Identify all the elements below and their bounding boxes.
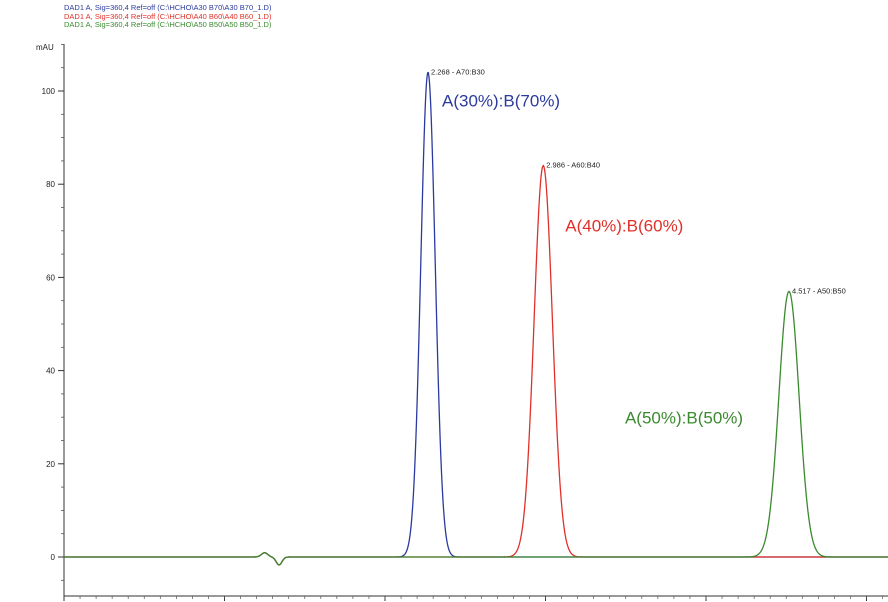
y-tick-label: 20 <box>46 460 55 469</box>
y-tick-label: 80 <box>46 180 55 189</box>
annotation-1: A(30%):B(70%) <box>442 91 560 110</box>
series-curves <box>64 71 888 566</box>
x-ticks: 012345 <box>63 596 883 601</box>
peak-label-1: 2.268 - A70:B30 <box>431 67 485 76</box>
peak-label-2: 2.986 - A60:B40 <box>546 161 600 170</box>
y-axis-unit-label: mAU <box>36 43 54 52</box>
legend: DAD1 A, Sig=360,4 Ref=off (C:\HCHO\A30 B… <box>64 3 272 30</box>
y-tick-label: 0 <box>51 553 56 562</box>
annotation-2: A(40%):B(60%) <box>565 217 683 236</box>
y-tick-label: 40 <box>46 367 55 376</box>
legend-entry-series-1: DAD1 A, Sig=360,4 Ref=off (C:\HCHO\A30 B… <box>64 3 272 12</box>
annotation-3: A(50%):B(50%) <box>625 408 743 427</box>
y-tick-label: 60 <box>46 273 55 282</box>
peak-labels: 2.268 - A70:B30 2.986 - A60:B40 4.517 - A5… <box>431 67 846 295</box>
legend-entry-series-3: DAD1 A, Sig=360,4 Ref=off (C:\HCHO\A50 B… <box>64 20 272 30</box>
y-ticks: 0 20 40 60 80 100 <box>42 44 64 581</box>
peak-label-3: 4.517 - A50:B50 <box>792 286 846 295</box>
series-line-1 <box>64 71 888 566</box>
series-line-3 <box>64 290 888 566</box>
y-tick-label: 100 <box>42 87 56 96</box>
composition-annotations: A(30%):B(70%) A(40%):B(60%) A(50%):B(50%) <box>442 91 743 427</box>
series-line-2 <box>64 164 888 566</box>
legend-entry-series-2: DAD1 A, Sig=360,4 Ref=off (C:\HCHO\A40 B… <box>64 11 272 21</box>
